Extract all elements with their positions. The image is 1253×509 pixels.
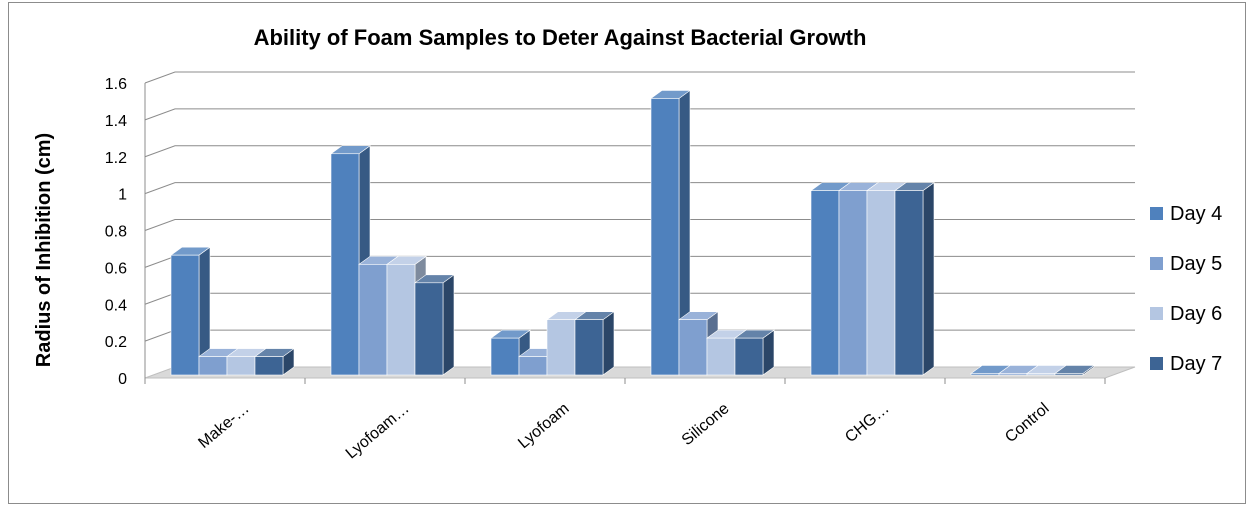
bar-front xyxy=(254,356,284,376)
y-tick-label: 1.4 xyxy=(105,113,127,130)
gridline xyxy=(144,71,1135,84)
bar-front xyxy=(970,373,1000,376)
bar xyxy=(254,347,295,376)
bar-front xyxy=(706,337,736,376)
bar xyxy=(170,246,211,376)
x-category-label: Lyofoam xyxy=(515,400,572,452)
bar-front xyxy=(518,356,548,376)
bar-front xyxy=(358,264,388,376)
x-category-label: Lyofoam… xyxy=(343,400,413,462)
x-category-label: Silicone xyxy=(679,400,733,449)
bar-front xyxy=(838,190,868,376)
x-category-label: Control xyxy=(1002,400,1052,446)
bar-side xyxy=(442,274,455,376)
gridline xyxy=(144,255,1135,268)
legend-item: Day 6 xyxy=(1150,303,1222,325)
legend-label: Day 7 xyxy=(1170,353,1222,375)
legend-item: Day 7 xyxy=(1150,353,1222,375)
legend-item: Day 5 xyxy=(1150,253,1222,275)
chart-area xyxy=(8,2,1246,504)
y-axis-label: Radius of Inhibition (cm) xyxy=(33,133,55,367)
legend-swatch xyxy=(1150,257,1163,270)
bar-front xyxy=(650,98,680,376)
gridline xyxy=(144,219,1135,231)
bar-front xyxy=(198,356,228,376)
bar-side xyxy=(602,311,615,376)
bar-front xyxy=(546,319,576,376)
y-tick-label: 1.2 xyxy=(105,150,127,167)
bar-front xyxy=(574,319,604,376)
legend-label: Day 4 xyxy=(1170,203,1222,225)
bar-front xyxy=(1054,373,1084,376)
bar-front xyxy=(490,337,520,376)
bar-front xyxy=(330,153,360,376)
x-axis-categories: Make-… Lyofoam… Lyofoam Silicone CHG… Control xyxy=(144,378,1106,462)
legend-item: Day 4 xyxy=(1150,203,1222,225)
legend-label: Day 6 xyxy=(1170,303,1222,325)
x-category-label: CHG… xyxy=(842,400,892,446)
bar-side xyxy=(922,182,935,376)
bar xyxy=(894,182,935,376)
bar xyxy=(650,89,691,376)
y-tick-label: 0.4 xyxy=(105,297,127,314)
bar xyxy=(574,311,615,376)
y-tick-label: 0.8 xyxy=(105,224,127,241)
y-tick-label: 0.2 xyxy=(105,334,127,351)
bars xyxy=(170,89,1095,376)
gridline xyxy=(144,329,1135,342)
legend-label: Day 5 xyxy=(1170,253,1222,275)
bar-front xyxy=(894,190,924,376)
y-tick-label: 0.6 xyxy=(105,260,127,277)
chart-title: Ability of Foam Samples to Deter Against… xyxy=(254,25,867,50)
bar-front xyxy=(998,373,1028,376)
bar-front xyxy=(810,190,840,376)
y-tick-label: 0 xyxy=(118,371,127,388)
legend-swatch xyxy=(1150,357,1163,370)
bar-front xyxy=(170,254,200,376)
x-category-label: Make-… xyxy=(195,400,252,452)
bar xyxy=(414,274,455,376)
bar-front xyxy=(734,337,764,376)
gridline xyxy=(144,108,1135,121)
y-tick-label: 1 xyxy=(118,187,127,204)
legend: Day 4 Day 5 Day 6 Day 7 xyxy=(1150,203,1222,375)
gridlines xyxy=(144,71,1135,342)
bar-front xyxy=(414,282,444,376)
bar-front xyxy=(226,356,256,376)
bar-front xyxy=(866,190,896,376)
plot-walls xyxy=(144,83,1136,379)
bar-front xyxy=(1026,373,1056,376)
bar-front xyxy=(386,264,416,376)
y-tick-label: 1.6 xyxy=(105,76,127,93)
legend-swatch xyxy=(1150,207,1163,220)
legend-swatch xyxy=(1150,307,1163,320)
bar xyxy=(1054,364,1095,376)
bar-front xyxy=(678,319,708,376)
bar xyxy=(734,329,775,376)
gridline xyxy=(144,292,1135,305)
gridline xyxy=(144,182,1135,195)
y-axis-ticks: 0 0.2 0.4 0.6 0.8 1 1.2 1.4 1.6 xyxy=(105,76,127,388)
gridline xyxy=(144,145,1135,158)
